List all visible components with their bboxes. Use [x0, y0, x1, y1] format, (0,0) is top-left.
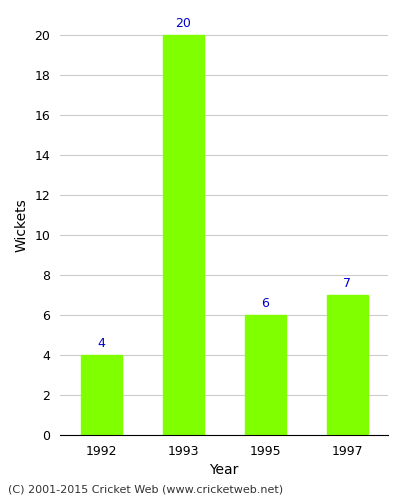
Text: 20: 20	[175, 17, 191, 30]
Bar	[244, 315, 286, 435]
X-axis label: Year: Year	[209, 464, 239, 477]
Text: 7: 7	[343, 277, 351, 290]
Bar	[326, 295, 368, 435]
Bar	[80, 355, 122, 435]
Text: 4: 4	[97, 337, 105, 350]
Y-axis label: Wickets: Wickets	[15, 198, 29, 252]
Text: (C) 2001-2015 Cricket Web (www.cricketweb.net): (C) 2001-2015 Cricket Web (www.cricketwe…	[8, 484, 283, 494]
Bar	[162, 35, 204, 435]
Text: 6: 6	[261, 297, 269, 310]
